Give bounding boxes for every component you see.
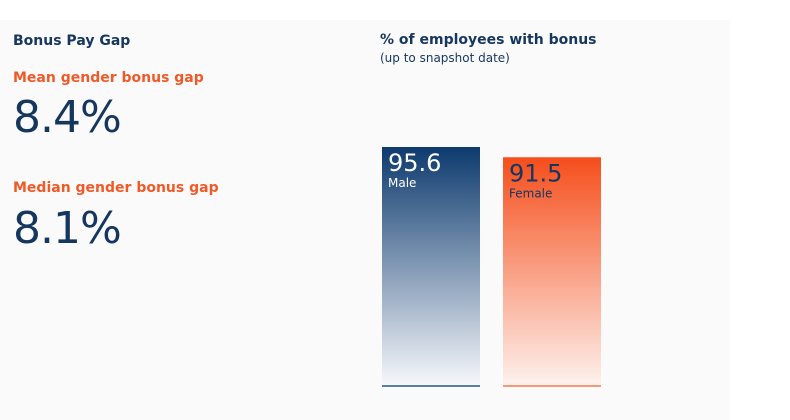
bar-category-label: Male [388, 176, 416, 190]
chart-title: % of employees with bonus [380, 32, 597, 48]
mean-gap-label: Mean gender bonus gap [13, 70, 204, 86]
section-title: Bonus Pay Gap [13, 33, 131, 49]
bar-value-label: 91.5 [509, 159, 562, 187]
bar-female [503, 157, 601, 386]
chart-subtitle: (up to snapshot date) [380, 51, 510, 65]
median-gap-value: 8.1% [13, 203, 122, 254]
bar-male [382, 147, 480, 386]
bar-category-label: Female [509, 186, 552, 200]
median-gap-label: Median gender bonus gap [13, 180, 219, 196]
background-panel [0, 20, 730, 420]
bar-value-label: 95.6 [388, 149, 441, 177]
mean-gap-value: 8.4% [13, 92, 122, 143]
